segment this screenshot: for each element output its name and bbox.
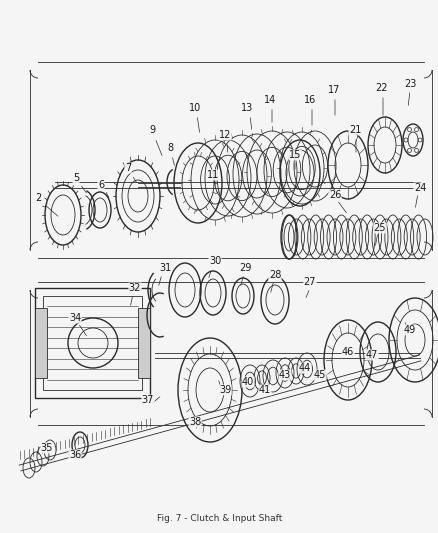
Text: 27: 27: [303, 277, 315, 287]
Text: 16: 16: [303, 95, 315, 105]
Text: 35: 35: [41, 443, 53, 453]
Text: 7: 7: [124, 163, 131, 173]
Text: 6: 6: [98, 180, 104, 190]
Text: 5: 5: [73, 173, 79, 183]
Text: 11: 11: [206, 170, 219, 180]
Text: 49: 49: [403, 325, 415, 335]
Bar: [35, 308, 47, 378]
Text: 38: 38: [188, 417, 201, 427]
Text: 32: 32: [128, 283, 141, 293]
Text: 34: 34: [69, 313, 81, 323]
Text: 2: 2: [35, 193, 41, 203]
Text: 29: 29: [238, 263, 251, 273]
Text: 13: 13: [240, 103, 253, 113]
Bar: [35, 288, 150, 398]
Text: 23: 23: [403, 79, 415, 89]
Text: 44: 44: [298, 363, 311, 373]
Text: 47: 47: [365, 350, 377, 360]
Text: 15: 15: [288, 150, 300, 160]
Text: 26: 26: [328, 190, 340, 200]
Text: 24: 24: [413, 183, 425, 193]
Bar: [43, 296, 141, 390]
Text: 39: 39: [219, 385, 230, 395]
Text: 8: 8: [166, 143, 173, 153]
Text: 37: 37: [141, 395, 154, 405]
Text: 36: 36: [69, 450, 81, 460]
Text: 22: 22: [375, 83, 387, 93]
Text: 12: 12: [218, 130, 231, 140]
Text: 41: 41: [258, 385, 271, 395]
Text: 46: 46: [341, 347, 353, 357]
Text: 21: 21: [348, 125, 360, 135]
Text: 17: 17: [327, 85, 339, 95]
Text: 9: 9: [148, 125, 155, 135]
Text: 10: 10: [188, 103, 201, 113]
Text: 28: 28: [268, 270, 281, 280]
Text: 31: 31: [159, 263, 171, 273]
Text: Fig. 7 - Clutch & Input Shaft: Fig. 7 - Clutch & Input Shaft: [156, 514, 282, 523]
Text: 14: 14: [263, 95, 276, 105]
Text: 45: 45: [313, 370, 325, 380]
Text: 25: 25: [373, 223, 385, 233]
Text: 43: 43: [278, 370, 290, 380]
Text: 30: 30: [208, 256, 221, 266]
Bar: [138, 308, 150, 378]
Text: 40: 40: [241, 377, 254, 387]
